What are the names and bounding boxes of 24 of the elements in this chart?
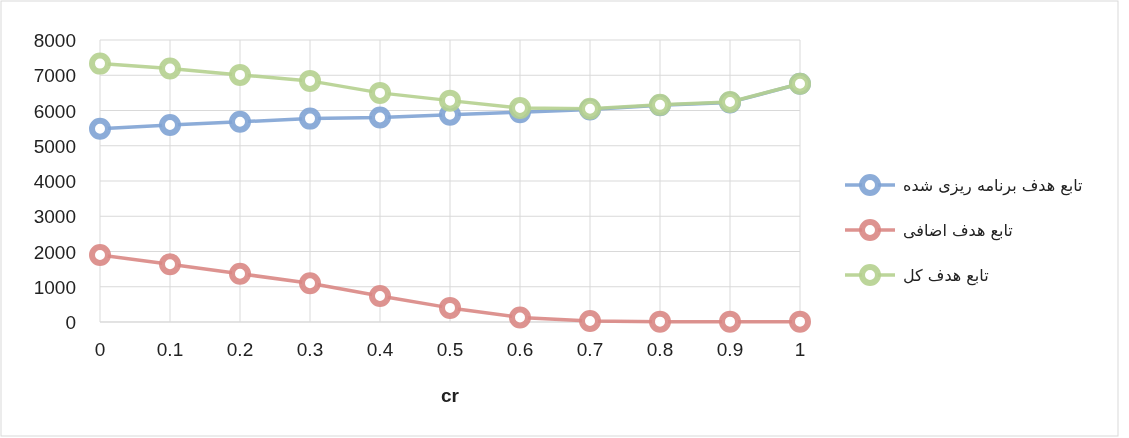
- y-tick-label: 5000: [33, 135, 76, 157]
- y-tick-label: 0: [65, 312, 76, 333]
- y-tick-label: 7000: [33, 65, 76, 87]
- x-tick-label: 0.2: [226, 339, 254, 360]
- x-tick-label: 0.8: [646, 339, 674, 360]
- x-tick-label: 1: [794, 339, 806, 360]
- x-tick-label: 0.7: [576, 339, 604, 360]
- y-tick-label: 3000: [33, 206, 76, 228]
- y-tick-label: 8000: [33, 30, 76, 51]
- x-tick-label: 0.1: [156, 339, 184, 360]
- y-tick-label: 6000: [33, 100, 76, 122]
- y-tick-label: 2000: [33, 241, 76, 263]
- x-axis-title: cr: [441, 385, 460, 406]
- y-tick-label: 4000: [33, 171, 76, 192]
- x-tick-label: 0.4: [366, 339, 394, 360]
- x-tick-label: 0.6: [506, 339, 534, 360]
- legend-label: تابع هدف اضافی: [903, 221, 1013, 241]
- legend-label: تابع هدف کل: [903, 266, 989, 286]
- x-tick-label: 0.3: [296, 339, 324, 360]
- legend-label: تابع هدف برنامه ریزی شده: [903, 176, 1083, 196]
- x-tick-label: 0.9: [716, 339, 744, 360]
- y-tick-label: 1000: [33, 276, 76, 298]
- x-tick-label: 0: [94, 339, 106, 360]
- x-tick-label: 0.5: [436, 339, 464, 360]
